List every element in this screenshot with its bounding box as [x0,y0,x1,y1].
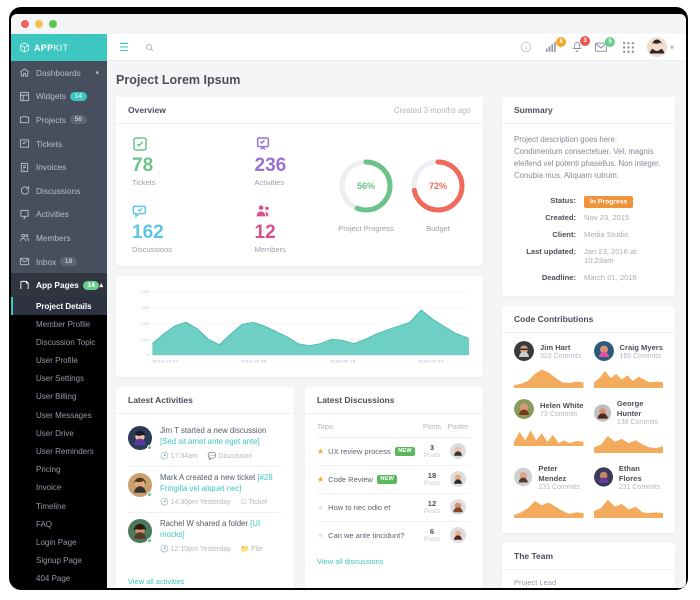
svg-text:200: 200 [141,321,150,325]
svg-text:2016-05-22: 2016-05-22 [417,359,444,363]
svg-text:2016-05-08: 2016-05-08 [241,359,268,363]
svg-text:2016-05-01: 2016-05-01 [152,359,179,363]
svg-text:2016-05-15: 2016-05-15 [329,359,356,363]
svg-text:100: 100 [141,337,150,341]
svg-text:400: 400 [141,289,150,293]
svg-text:300: 300 [141,305,150,309]
svg-text:72%: 72% [429,181,447,191]
svg-text:0: 0 [147,352,150,356]
svg-text:56%: 56% [357,181,375,191]
